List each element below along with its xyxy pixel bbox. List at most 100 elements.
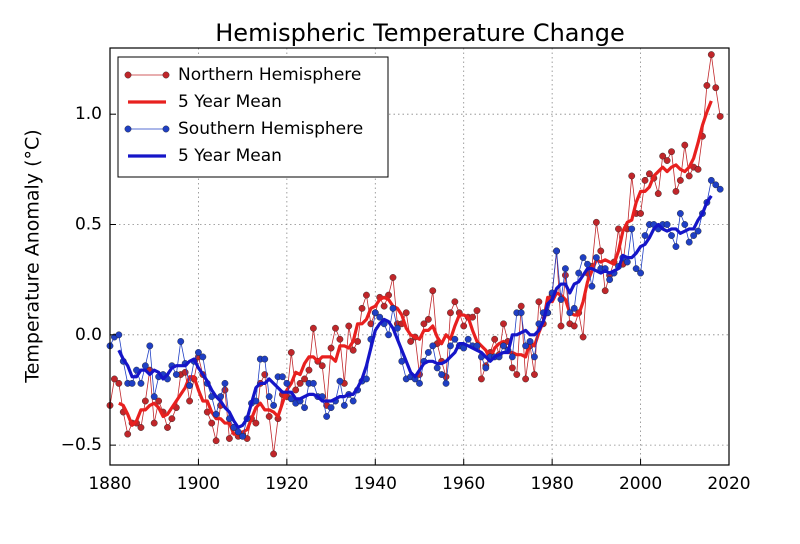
data-point (447, 342, 454, 350)
data-point (672, 188, 680, 195)
data-point (137, 424, 145, 431)
data-point (124, 430, 132, 438)
data-point (712, 84, 720, 92)
data-point (199, 353, 207, 361)
data-point (429, 342, 437, 350)
data-point (663, 221, 671, 228)
data-point (367, 320, 375, 328)
data-point (389, 274, 397, 281)
data-point (592, 218, 600, 226)
data-point (570, 304, 578, 312)
x-tick-label: 1960 (442, 474, 485, 494)
data-point (279, 373, 286, 381)
data-point (522, 342, 530, 350)
data-point (327, 344, 335, 352)
data-point (270, 450, 277, 458)
chart-title: Hemispheric Temperature Change (215, 19, 624, 47)
data-point (270, 402, 277, 409)
data-point (513, 371, 521, 378)
data-point (535, 298, 543, 306)
data-point (526, 338, 534, 345)
data-point (707, 176, 715, 184)
data-point (531, 353, 538, 361)
x-tick-label: 1920 (265, 474, 308, 494)
data-point (592, 254, 600, 262)
data-point (150, 419, 158, 427)
data-point (177, 338, 185, 345)
data-point (491, 335, 499, 343)
data-point (637, 210, 644, 217)
data-point (451, 298, 459, 306)
data-point (287, 349, 295, 356)
data-point (252, 419, 260, 427)
data-point (508, 364, 516, 372)
data-point (557, 296, 565, 303)
data-point (694, 165, 702, 173)
data-point (694, 227, 702, 235)
data-point (265, 393, 273, 401)
data-point (208, 419, 216, 427)
legend-label: Northern Hemisphere (178, 65, 361, 85)
data-point (115, 379, 123, 387)
data-point (340, 402, 348, 409)
data-point (424, 315, 432, 323)
legend: Northern Hemisphere 5 Year Mean Southern H… (117, 56, 389, 178)
data-point (707, 51, 715, 59)
data-point (195, 349, 202, 356)
legend-marker (124, 125, 132, 133)
data-point (155, 397, 163, 405)
x-tick-label: 1940 (354, 474, 397, 494)
data-point (584, 260, 591, 268)
data-point (641, 232, 649, 239)
data-point (663, 157, 671, 164)
data-point (309, 324, 317, 332)
data-point (566, 309, 574, 317)
x-tick-label: 1980 (531, 474, 574, 494)
data-point (623, 258, 631, 266)
data-point (464, 335, 472, 343)
y-tick-label: −0.5 (61, 435, 102, 455)
data-point (336, 377, 344, 385)
data-point (482, 364, 490, 372)
data-point (690, 232, 698, 239)
data-point (668, 232, 675, 239)
data-point (615, 225, 622, 233)
data-point (111, 375, 118, 383)
data-point (323, 413, 331, 420)
data-point (363, 291, 370, 299)
data-point (141, 362, 149, 370)
data-point (637, 269, 644, 277)
data-point (186, 382, 193, 389)
data-point (261, 355, 269, 363)
data-point (628, 172, 636, 180)
data-point (508, 353, 516, 361)
data-point (588, 282, 596, 290)
data-point (332, 324, 339, 332)
legend-label: 5 Year Mean (178, 146, 282, 166)
data-point (292, 386, 300, 394)
data-point (212, 437, 220, 445)
data-point (676, 176, 684, 184)
legend-marker (162, 125, 170, 133)
data-point (685, 172, 693, 180)
data-point (318, 362, 326, 370)
plot-area (106, 51, 724, 458)
data-point (570, 322, 578, 330)
data-point (385, 331, 392, 339)
data-point (460, 322, 468, 330)
plot-frame (109, 47, 730, 466)
data-point (225, 435, 233, 442)
data-point (668, 148, 675, 156)
y-tick-label: 1.0 (75, 104, 102, 124)
data-point (305, 366, 313, 374)
legend-marker (124, 71, 132, 79)
data-point (685, 238, 693, 246)
data-point (646, 170, 653, 178)
data-point (606, 276, 614, 284)
data-point (349, 346, 357, 354)
data-point (137, 379, 145, 387)
data-point (345, 322, 353, 330)
data-point (500, 342, 507, 350)
data-point (579, 333, 587, 341)
